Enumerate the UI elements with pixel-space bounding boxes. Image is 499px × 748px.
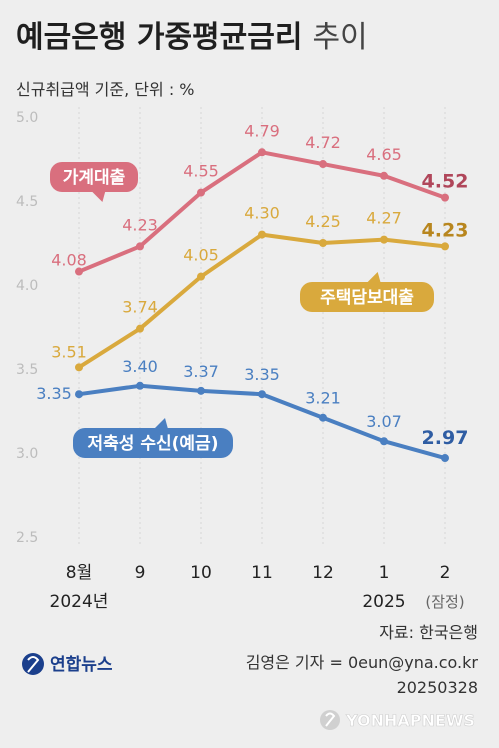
y-tick-label: 2.5 (16, 530, 38, 546)
data-point (441, 242, 449, 251)
data-label: 4.65 (366, 145, 402, 164)
x-axis: 8월 2024년 9 10 11 12 1 2025 2 (잠정) (50, 563, 465, 612)
series-2: 3.51 3.74 4.05 4.30 4.25 4.27 4.23 주택담보대출 (51, 204, 468, 372)
logo-label: 연합뉴스 (50, 654, 113, 675)
data-point (441, 193, 449, 202)
source-note: 자료: 한국은행 (379, 623, 478, 642)
data-label: 3.35 (36, 384, 72, 403)
x-tick-label: 9 (135, 563, 146, 583)
y-tick-label: 4.0 (16, 278, 38, 294)
series-tag-pointer (91, 191, 106, 202)
data-point (319, 239, 327, 247)
data-point (380, 235, 388, 244)
data-label: 3.35 (244, 365, 280, 384)
data-point (136, 242, 144, 251)
x-tick-year: 2025 (362, 592, 405, 612)
date-stamp: 20250328 (397, 678, 478, 697)
series-tag-bg (50, 162, 138, 192)
data-point (197, 386, 205, 395)
data-label: 4.52 (422, 171, 469, 193)
series-tag: 가계대출 (50, 162, 138, 202)
series-1: 4.08 4.23 4.55 4.79 4.72 4.65 4.52 가계대출 (50, 121, 469, 276)
chart-title-suffix: 추이 (312, 20, 367, 55)
data-point (258, 148, 266, 157)
chart-title: 예금은행 가중평균금리 (16, 20, 302, 55)
data-point (441, 454, 449, 463)
x-tick-note: (잠정) (425, 593, 464, 611)
data-label: 3.51 (51, 342, 87, 361)
y-axis: 5.0 4.5 4.0 3.5 3.0 2.5 (16, 110, 38, 546)
data-point (258, 390, 266, 399)
data-label: 4.23 (422, 219, 469, 241)
y-tick-label: 4.5 (16, 194, 38, 210)
footer: 자료: 한국은행 김영은 기자 = 0eun@yna.co.kr 2025032… (22, 623, 478, 730)
data-label: 3.37 (183, 362, 219, 381)
series-tag-label: 가계대출 (63, 168, 126, 188)
yonhap-logo: 연합뉴스 (22, 653, 113, 675)
x-tick-label: 1 (379, 563, 390, 583)
series-tag-label: 저축성 수신(예금) (88, 434, 219, 454)
data-label: 4.05 (183, 246, 219, 265)
series-tag-bg (73, 428, 233, 458)
x-tick-label: 10 (190, 563, 212, 583)
series-tag: 주택담보대출 (300, 272, 434, 312)
data-point (380, 437, 388, 446)
data-label: 3.07 (366, 412, 402, 431)
watermark: YONHAPNEWS (320, 710, 475, 730)
data-label: 4.08 (51, 251, 87, 270)
series-3: 3.35 3.40 3.37 3.35 3.21 3.07 2.97 저축성 수신(예금) (36, 357, 469, 463)
data-label: 3.21 (305, 389, 341, 408)
series-tag-label: 주택담보대출 (320, 288, 414, 308)
series-tag-bg (300, 282, 434, 312)
data-label: 4.72 (305, 133, 341, 152)
data-label: 2.97 (422, 427, 469, 449)
header: 예금은행 가중평균금리 추이 신규취급액 기준, 단위 : % (16, 20, 368, 99)
y-tick-label: 5.0 (16, 110, 38, 126)
x-tick-label: 2 (440, 563, 451, 583)
data-point (197, 272, 205, 281)
data-point (197, 188, 205, 197)
watermark-label: YONHAPNEWS (345, 711, 475, 730)
x-tick-label: 11 (251, 563, 273, 583)
data-label: 4.30 (244, 204, 280, 223)
data-label: 4.79 (244, 121, 280, 140)
data-point (319, 413, 327, 422)
series-tag: 저축성 수신(예금) (73, 418, 233, 458)
x-tick-label: 8월 (66, 563, 92, 583)
data-point (319, 160, 327, 169)
data-label: 4.27 (366, 209, 402, 228)
logo-mark (27, 656, 40, 673)
y-tick-label: 3.5 (16, 362, 38, 378)
x-tick-label: 12 (312, 563, 334, 583)
data-point (75, 363, 83, 372)
data-point (136, 324, 144, 333)
data-label: 3.74 (122, 298, 158, 317)
data-label: 3.40 (122, 357, 158, 376)
data-point (75, 267, 83, 276)
data-point (380, 171, 388, 180)
series-tag-pointer (154, 418, 168, 429)
x-tick-year: 2024년 (50, 592, 109, 612)
y-tick-label: 3.0 (16, 446, 38, 462)
reporter-credit: 김영은 기자 = 0eun@yna.co.kr (246, 653, 479, 672)
chart-subtitle: 신규취급액 기준, 단위 : % (16, 80, 195, 99)
data-point (136, 381, 144, 390)
logo-icon (22, 653, 44, 675)
data-point (75, 390, 83, 399)
data-point (258, 230, 266, 239)
series-tag-pointer (366, 272, 381, 283)
data-label: 4.25 (305, 212, 341, 231)
series-layer: 4.08 4.23 4.55 4.79 4.72 4.65 4.52 가계대출 3.51 3.74… (36, 121, 469, 463)
data-label: 4.23 (122, 215, 158, 234)
data-label: 4.55 (183, 162, 219, 181)
